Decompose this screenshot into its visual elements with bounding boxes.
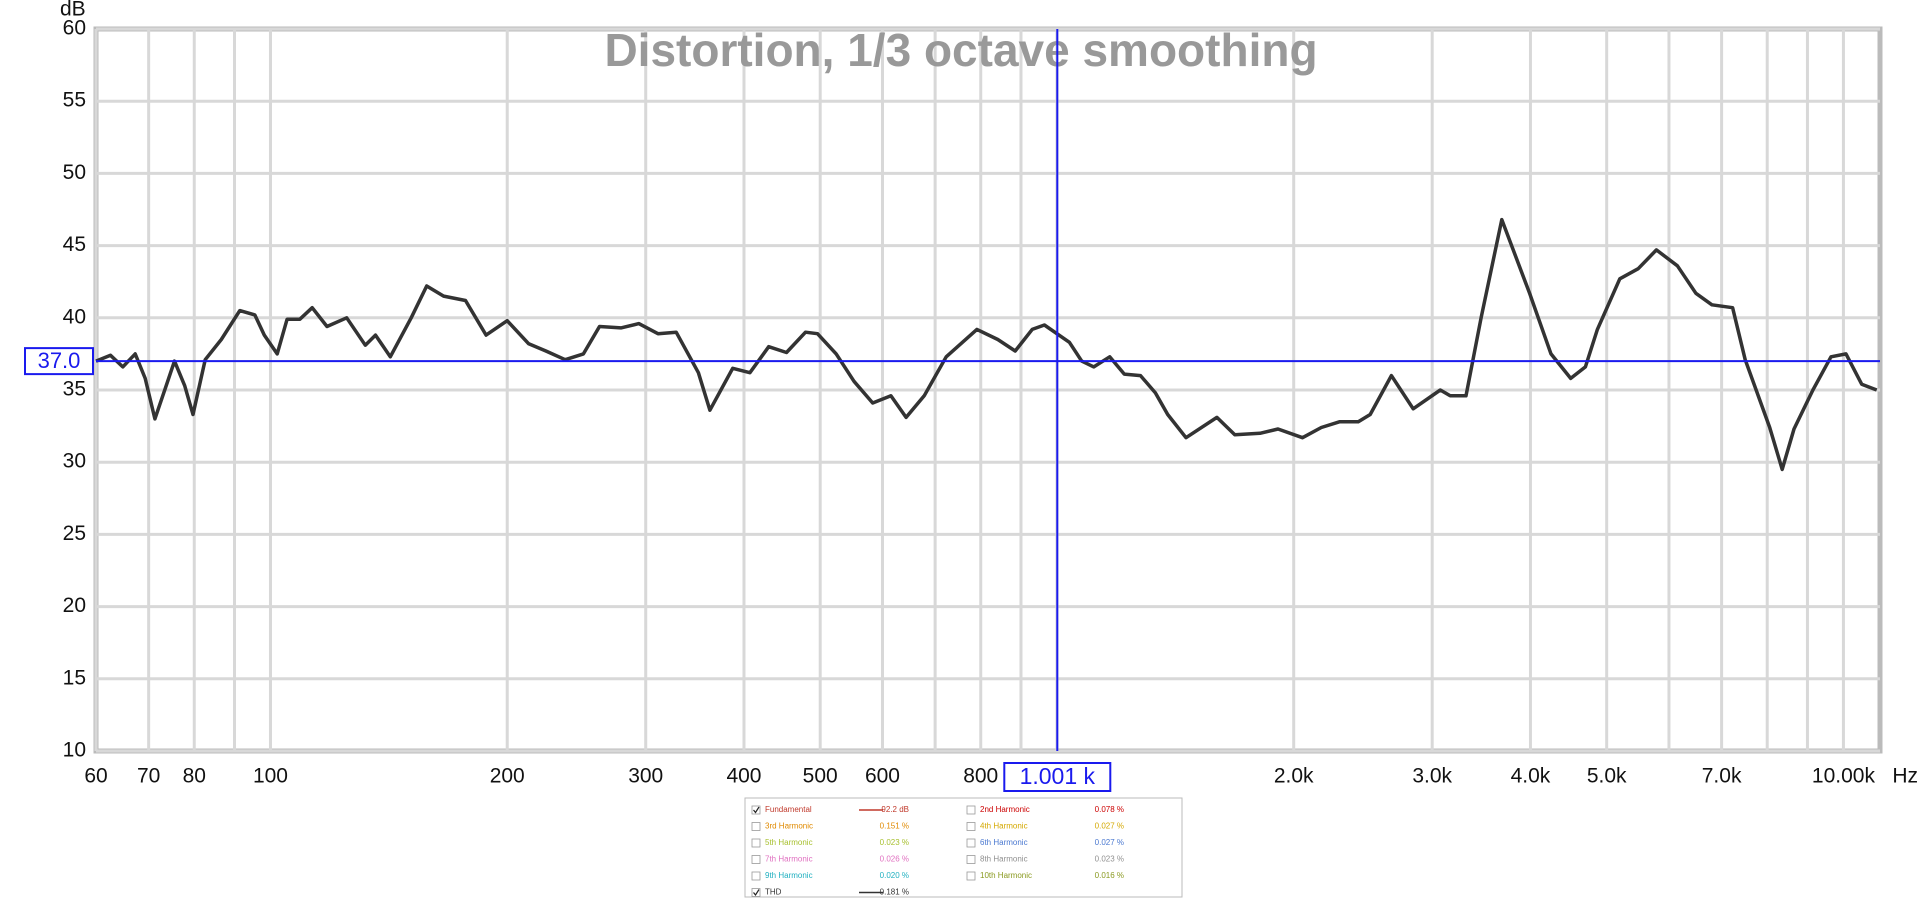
legend-checkbox	[966, 855, 976, 864]
legend-reading: 0.023 %	[880, 838, 909, 847]
legend-name: 9th Harmonic	[765, 871, 813, 880]
y-tick-label: 15	[63, 666, 86, 689]
x-tick-label: 3.0k	[1412, 765, 1452, 788]
legend-checkbox	[751, 855, 761, 864]
cursor-x-label: 1.001 k	[1020, 763, 1096, 789]
legend-checkbox	[751, 805, 761, 815]
y-tick-label: 55	[63, 89, 86, 112]
legend-name: 4th Harmonic	[980, 822, 1028, 831]
legend-reading: 0.026 %	[880, 855, 909, 864]
y-tick-label: 45	[63, 233, 86, 256]
x-axis-label: Hz	[1892, 765, 1918, 788]
x-tick-label: 4.0k	[1511, 765, 1551, 788]
legend-checkmark	[753, 889, 760, 897]
legend-checkbox	[751, 822, 761, 831]
x-tick-label: 200	[490, 765, 525, 788]
chart-title: Distortion, 1/3 octave smoothing	[604, 24, 1317, 76]
y-tick-label: 50	[63, 161, 86, 184]
x-tick-label: 300	[628, 765, 663, 788]
legend-name: THD	[765, 888, 782, 897]
legend-checkbox	[966, 838, 976, 848]
y-tick-label: 25	[63, 522, 86, 545]
x-tick-label: 400	[726, 765, 761, 788]
legend-name: 8th Harmonic	[980, 855, 1028, 864]
legend-checkbox	[966, 871, 976, 881]
y-tick-label: 60	[63, 17, 86, 40]
x-tick-label: 10.00k	[1812, 765, 1876, 788]
y-tick-label: 10	[63, 739, 86, 762]
cursor-x-box	[1003, 762, 1112, 792]
legend-name: 2nd Harmonic	[980, 805, 1030, 814]
legend-reading: 0.181 %	[880, 888, 909, 897]
y-tick-label: 35	[63, 378, 86, 401]
x-tick-label: 100	[253, 765, 288, 788]
x-tick-label: 7.0k	[1702, 765, 1742, 788]
y-axis-label: dB	[60, 0, 86, 21]
legend-checkbox	[751, 871, 761, 881]
x-tick-label: 500	[803, 765, 838, 788]
legend-reading: 92.2 dB	[881, 805, 909, 814]
line-series	[95, 217, 1878, 472]
legend-name: 6th Harmonic	[980, 838, 1028, 847]
legend-checkbox	[751, 838, 761, 848]
x-tick-label: 600	[865, 765, 900, 788]
legend-name: 7th Harmonic	[765, 855, 813, 864]
x-tick-label: 70	[137, 765, 160, 788]
grid: 10 15 20 25 30 35 40 45 50 55 60 60 70 80 100 200 300 400…	[63, 17, 1880, 788]
x-tick-label: 60	[84, 765, 107, 788]
y-tick-label: 40	[63, 305, 86, 328]
plot	[95, 217, 1878, 472]
legend-reading: 0.151 %	[880, 822, 909, 831]
legend-reading: 0.027 %	[1095, 822, 1124, 831]
legend-checkmark	[753, 806, 760, 814]
x-tick-label: 80	[183, 765, 206, 788]
legend-checkbox	[966, 805, 976, 815]
legend-name: 3rd Harmonic	[765, 822, 813, 831]
legend-name: Fundamental	[765, 805, 812, 814]
x-tick-label: 800	[963, 765, 998, 788]
legend-reading: 0.016 %	[1095, 871, 1124, 880]
legend-reading: 0.078 %	[1095, 805, 1124, 814]
legend-checkbox	[751, 888, 761, 897]
legend-reading: 0.027 %	[1095, 838, 1124, 847]
cursor: 37.0 1.001 k	[24, 29, 1880, 792]
legend-reading: 0.020 %	[880, 871, 909, 880]
x-tick-label: 2.0k	[1274, 765, 1314, 788]
legend-reading: 0.023 %	[1095, 855, 1124, 864]
x-tick-label: 5.0k	[1587, 765, 1627, 788]
legend: Fundamental 92.2 dB 2nd Harmonic 0.078 % 3rd…	[751, 805, 1124, 897]
cursor-y-label: 37.0	[38, 348, 81, 373]
legend-box	[744, 797, 1183, 898]
y-tick-label: 20	[63, 594, 86, 617]
legend-name: 5th Harmonic	[765, 838, 813, 847]
cursor-y-box	[24, 347, 94, 376]
legend-name: 10th Harmonic	[980, 871, 1032, 880]
y-tick-label: 30	[63, 450, 86, 473]
legend-checkbox	[966, 822, 976, 831]
